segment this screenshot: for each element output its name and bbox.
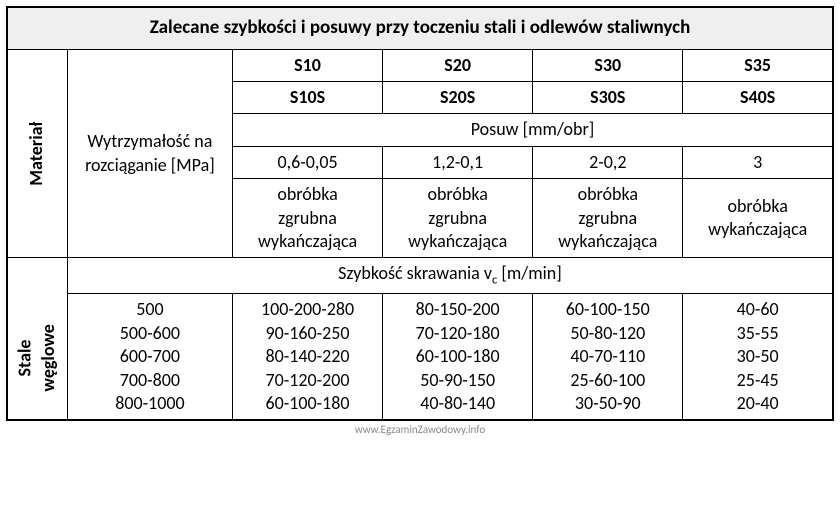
header-tensile-strength: Wytrzymałość na rozciąganie [MPa] — [67, 49, 232, 258]
speed-col-4: 40-60 35-55 30-50 25-45 20-40 — [683, 294, 833, 420]
table-title: Zalecane szybkości i posuwy przy toczeni… — [7, 7, 833, 49]
grade-s35: S35 — [683, 49, 833, 81]
side-label-carbon-steel: Stale węglowe — [7, 294, 67, 420]
feed-range-2: 1,2-0,1 — [383, 146, 533, 178]
grade-s10: S10 — [232, 49, 382, 81]
grade-s40s: S40S — [683, 82, 833, 114]
grade-s10s: S10S — [232, 82, 382, 114]
footer-source: www.EgzaminZawodowy.info — [6, 423, 834, 436]
mpa-values: 500 500-600 600-700 700-800 800-1000 — [67, 294, 232, 420]
speed-col-1: 100-200-280 90-160-250 80-140-220 70-120… — [232, 294, 382, 420]
grade-s30: S30 — [533, 49, 683, 81]
machining-type-3: obróbka zgrubna wykańczająca — [533, 179, 683, 258]
machining-type-2: obróbka zgrubna wykańczająca — [383, 179, 533, 258]
machining-type-1: obróbka zgrubna wykańczająca — [232, 179, 382, 258]
cutting-speed-suffix: [m/min] — [497, 262, 561, 284]
speed-col-3: 60-100-150 50-80-120 40-70-110 25-60-100… — [533, 294, 683, 420]
side-label-material: Materiał — [7, 49, 67, 258]
feed-range-1: 0,6-0,05 — [232, 146, 382, 178]
cutting-speed-prefix: Szybkość skrawania v — [338, 262, 492, 284]
grade-s20: S20 — [383, 49, 533, 81]
speeds-feeds-table: Zalecane szybkości i posuwy przy toczeni… — [6, 6, 834, 421]
grade-s30s: S30S — [533, 82, 683, 114]
grade-s20s: S20S — [383, 82, 533, 114]
cutting-speed-header: Szybkość skrawania vc [m/min] — [67, 258, 833, 294]
speed-col-2: 80-150-200 70-120-180 60-100-180 50-90-1… — [383, 294, 533, 420]
feed-header: Posuw [mm/obr] — [232, 114, 833, 146]
machining-type-4: obróbka wykańczająca — [683, 179, 833, 258]
feed-range-4: 3 — [683, 146, 833, 178]
feed-range-3: 2-0,2 — [533, 146, 683, 178]
side-label-blank-top — [7, 258, 67, 294]
